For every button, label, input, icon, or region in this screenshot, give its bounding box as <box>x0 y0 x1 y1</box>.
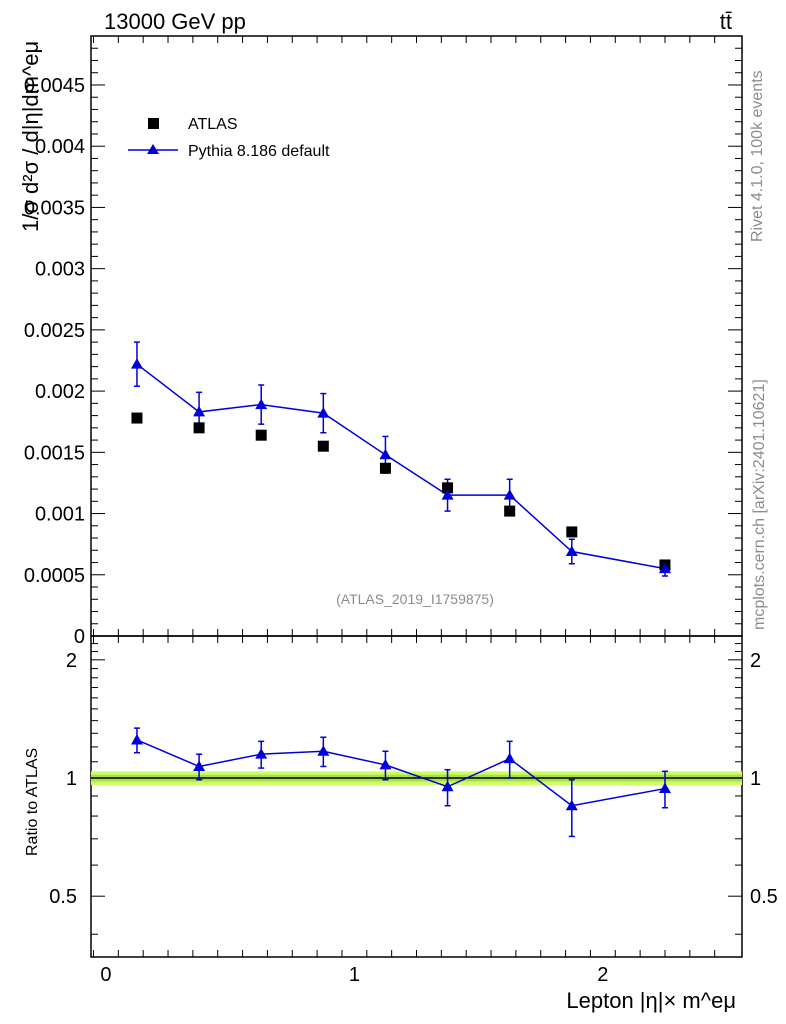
x-tick-label: 1 <box>349 964 360 986</box>
mcplots-reference-label: mcplots.cern.ch [arXiv:2401.10621] <box>751 379 768 630</box>
main-y-tick-label: 0.0025 <box>24 320 85 342</box>
atlas-point <box>504 505 516 517</box>
ratio-axis-ticks <box>91 636 742 957</box>
pythia-point <box>193 405 206 417</box>
x-tick-labels: 0 1 2 <box>100 964 608 986</box>
legend-atlas-label: ATLAS <box>188 116 238 133</box>
legend: ATLAS Pythia 8.186 default <box>128 116 330 160</box>
pythia-point <box>658 562 671 574</box>
main-y-tick-label: 0.003 <box>35 259 85 281</box>
rivet-version-label: Rivet 4.1.0, 100k events <box>749 70 766 242</box>
pythia-point <box>503 489 516 500</box>
main-y-tick-label: 0.001 <box>35 504 85 526</box>
ratio-pythia-point <box>317 745 330 756</box>
main-y-tick-label: 0 <box>74 626 85 648</box>
ratio-y-tick-label-right: 0.5 <box>750 886 778 908</box>
x-tick-label: 0 <box>100 964 111 986</box>
ratio-pythia-point <box>193 760 206 771</box>
main-y-axis-title: 1/σ d²σ / d|η|dm^eμ <box>18 41 43 232</box>
ratio-pythia-point <box>379 758 392 770</box>
ratio-reference-band <box>91 771 742 785</box>
ratio-y-tick-label-left: 1 <box>66 768 77 790</box>
ratio-series <box>130 727 671 838</box>
ratio-y-tick-label-right: 2 <box>750 650 761 672</box>
ratio-pythia-point <box>255 748 268 759</box>
main-axis-ticks <box>91 35 742 637</box>
ratio-pythia-point <box>503 752 516 764</box>
x-tick-label: 2 <box>597 964 608 986</box>
main-y-tick-labels: 0 0.0005 0.001 0.0015 0.002 0.0025 0.003 0.0035… <box>24 75 85 648</box>
atlas-point <box>255 429 267 441</box>
pythia-point <box>317 407 330 418</box>
pythia-point <box>255 398 268 410</box>
main-y-tick-label: 0.0005 <box>24 565 85 587</box>
atlas-point <box>131 412 143 424</box>
ratio-y-tick-label-right: 1 <box>750 768 761 790</box>
ratio-pythia-point <box>658 782 671 794</box>
legend-pythia-marker <box>147 144 159 154</box>
pythia-line <box>136 363 666 570</box>
main-series <box>130 341 671 577</box>
x-axis-title: Lepton |η|× m^eμ <box>566 988 736 1013</box>
main-y-axis-title-text: 1/σ d²σ / d|η|dm^eμ <box>18 41 43 232</box>
atlas-point <box>317 440 329 452</box>
ratio-panel: 0.5 0.5 1 1 2 2 0 1 2 Ratio to ATLAS Lepton |η|… <box>24 635 778 1013</box>
pythia-point <box>379 448 392 460</box>
atlas-point <box>442 482 454 494</box>
header-energy-label: 13000 GeV pp <box>104 9 246 34</box>
legend-atlas-marker <box>148 118 159 129</box>
main-y-tick-label: 0.0035 <box>24 197 85 219</box>
main-y-tick-label: 0.0045 <box>24 75 85 97</box>
ratio-y-axis-title: Ratio to ATLAS <box>24 748 41 856</box>
ratio-frame <box>90 635 743 958</box>
ratio-pythia-point <box>441 780 454 792</box>
atlas-point <box>566 526 578 538</box>
ratio-y-tick-labels: 0.5 0.5 1 1 2 2 <box>49 650 778 908</box>
ratio-y-tick-label-left: 0.5 <box>49 886 77 908</box>
main-y-tick-label: 0.0015 <box>24 442 85 464</box>
ratio-pythia-point <box>565 799 578 811</box>
pythia-point <box>565 545 578 557</box>
pythia-point <box>130 358 143 369</box>
legend-pythia-label: Pythia 8.186 default <box>188 143 330 160</box>
main-y-tick-label: 0.002 <box>35 381 85 403</box>
ratio-y-tick-label-left: 2 <box>66 650 77 672</box>
main-y-tick-label: 0.004 <box>35 136 85 158</box>
atlas-point <box>193 422 205 434</box>
ratio-pythia-point <box>130 733 143 745</box>
main-panel: 0 0.0005 0.001 0.0015 0.002 0.0025 0.003 0.0035… <box>18 35 743 648</box>
atlas-point <box>379 462 391 474</box>
pythia-point <box>441 489 454 500</box>
analysis-watermark: (ATLAS_2019_I1759875) <box>336 591 494 607</box>
header-process-label: tt̄ <box>720 9 732 34</box>
